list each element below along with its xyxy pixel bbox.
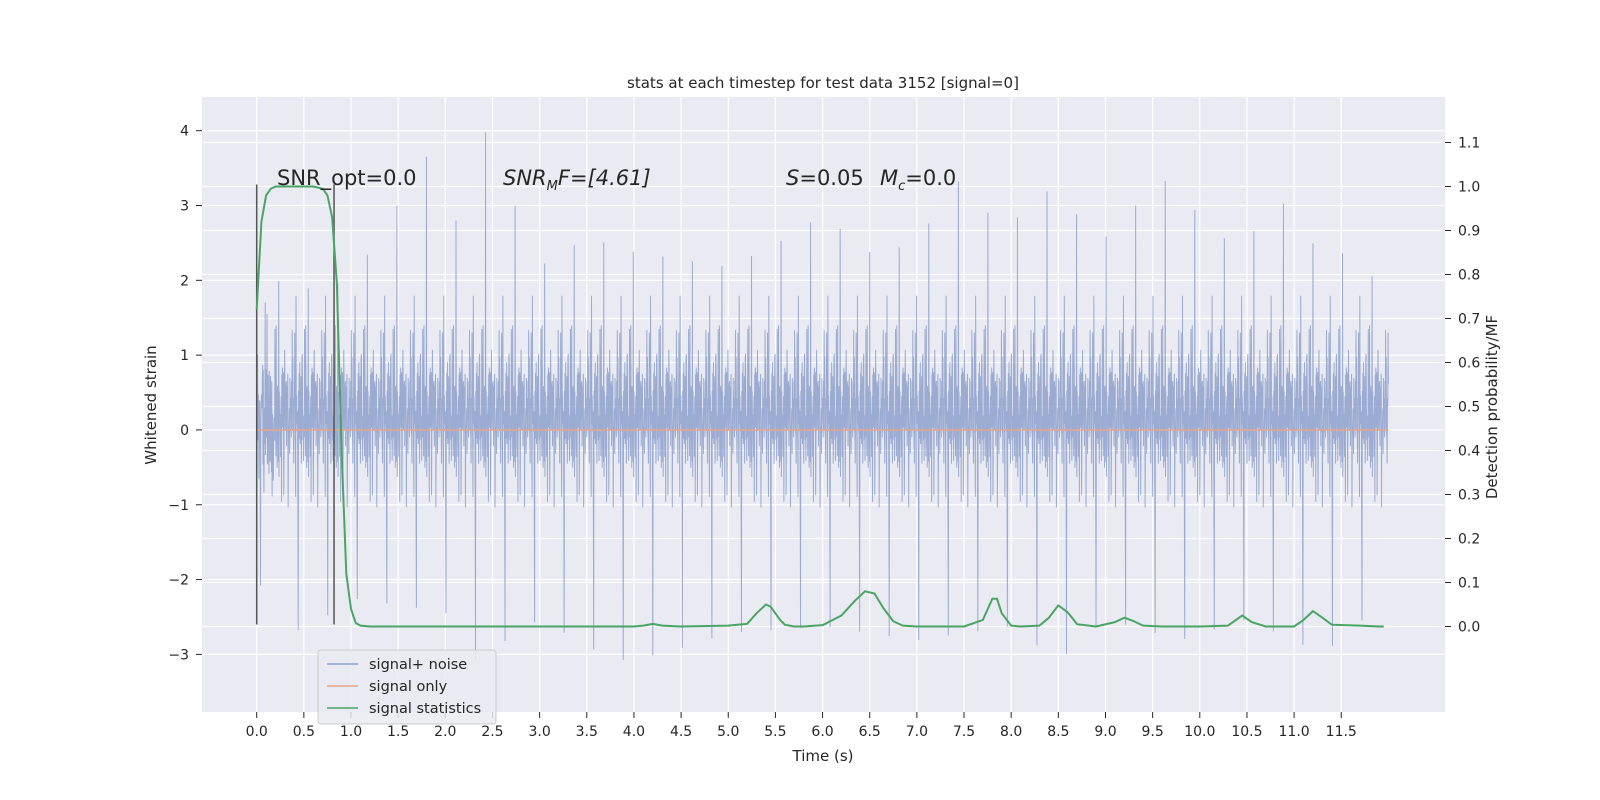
y2-tick-label: 0.4 [1458, 444, 1480, 460]
legend-box [317, 649, 497, 725]
x-tick-label: 4.0 [623, 724, 645, 740]
y-tick-label: 2 [180, 273, 189, 289]
y-tick-label: 0 [180, 423, 189, 439]
y2-tick-label: 0.1 [1458, 576, 1480, 592]
annotation-mc-value: =0.0 [905, 166, 956, 190]
x-tick-label: 11.0 [1279, 724, 1310, 740]
ticks-layer: 0.0 0.5 1.0 1.5 2.0 2.5 3.0 3.5 4.0 4.5 5.0 5.5 6.0 6… [168, 124, 1480, 740]
x-tick-label: 0.0 [246, 724, 268, 740]
y2-tick-label: 1.0 [1458, 180, 1480, 196]
x-tick-label: 1.5 [387, 724, 409, 740]
annotation-snr-mf-rest: F=[4.61] [558, 166, 651, 190]
legend-label-signal-statistics: signal statistics [369, 701, 481, 717]
x-tick-label: 10.0 [1184, 724, 1215, 740]
x-tick-label: 0.5 [293, 724, 315, 740]
x-tick-label: 2.0 [434, 724, 456, 740]
x-tick-label: 1.0 [340, 724, 362, 740]
x-tick-label: 4.5 [670, 724, 692, 740]
x-tick-label: 7.5 [953, 724, 975, 740]
y2-axis-label: Detection probability/MF [1483, 315, 1501, 499]
y2-tick-label: 0.9 [1458, 224, 1480, 240]
y-tick-label: 4 [180, 124, 189, 140]
y2-tick-label: 0.3 [1458, 488, 1480, 504]
y-tick-label: −2 [168, 573, 189, 589]
y2-tick-label: 0.8 [1458, 268, 1480, 284]
annotation-snr-mf-main: SNR [503, 166, 547, 190]
legend-label-signal-noise: signal+ noise [369, 657, 467, 673]
x-axis-label: Time (s) [792, 747, 854, 765]
x-tick-label: 10.5 [1231, 724, 1262, 740]
annotation-snr-mf-sub: M [547, 179, 558, 194]
annotations: SNR_opt=0.0 SNRMF=[4.61] S=0.05 Mc=0.0 [277, 166, 956, 194]
x-tick-label: 5.5 [764, 724, 786, 740]
annotation-mc-main: M [880, 166, 898, 190]
y2-tick-label: 0.6 [1458, 356, 1480, 372]
y2-tick-label: 1.1 [1458, 136, 1480, 152]
y-tick-label: −3 [168, 647, 189, 663]
statistics-series-layer [255, 185, 1384, 628]
x-tick-label: 3.5 [576, 724, 598, 740]
vertical-markers-layer [255, 184, 335, 625]
noise-series-layer [256, 132, 1389, 660]
annotation-s-label: S [786, 166, 799, 190]
x-tick-label: 6.0 [811, 724, 833, 740]
annotation-snr-opt: SNR_opt=0.0 [277, 166, 417, 191]
x-tick-label: 3.0 [528, 724, 550, 740]
x-tick-label: 9.5 [1142, 724, 1164, 740]
chart-title: stats at each timestep for test data 315… [627, 74, 1019, 92]
annotation-snr-mf-f: F=[4.61] [558, 166, 651, 190]
x-tick-label: 7.0 [906, 724, 928, 740]
annotation-mc-sub: c [898, 179, 905, 194]
signal-statistics-line [255, 185, 1384, 628]
x-tick-label: 2.5 [481, 724, 503, 740]
annotation-s: S=0.05 [786, 166, 864, 190]
y-tick-label: −1 [168, 498, 189, 514]
y2-tick-label: 0.0 [1458, 620, 1480, 636]
legend: signal+ noise signal only signal statist… [317, 649, 497, 725]
x-tick-label: 8.5 [1047, 724, 1069, 740]
x-tick-label: 6.5 [859, 724, 881, 740]
legend-label-signal-only: signal only [369, 679, 448, 695]
signal-noise-line [256, 132, 1389, 660]
y2-tick-label: 0.2 [1458, 532, 1480, 548]
annotation-s-value: =0.05 [799, 166, 863, 190]
y-tick-label: 3 [180, 198, 189, 214]
y-tick-label: 1 [180, 348, 189, 364]
x-tick-label: 9.0 [1094, 724, 1116, 740]
x-tick-label: 5.0 [717, 724, 739, 740]
annotation-mc: Mc=0.0 [880, 166, 956, 194]
y2-tick-label: 0.5 [1458, 400, 1480, 416]
annotation-snr-mf: SNRMF=[4.61] [503, 166, 651, 194]
y-axis-label: Whitened strain [142, 345, 160, 464]
y2-tick-label: 0.7 [1458, 312, 1480, 328]
x-tick-label: 11.5 [1326, 724, 1357, 740]
x-tick-label: 8.0 [1000, 724, 1022, 740]
